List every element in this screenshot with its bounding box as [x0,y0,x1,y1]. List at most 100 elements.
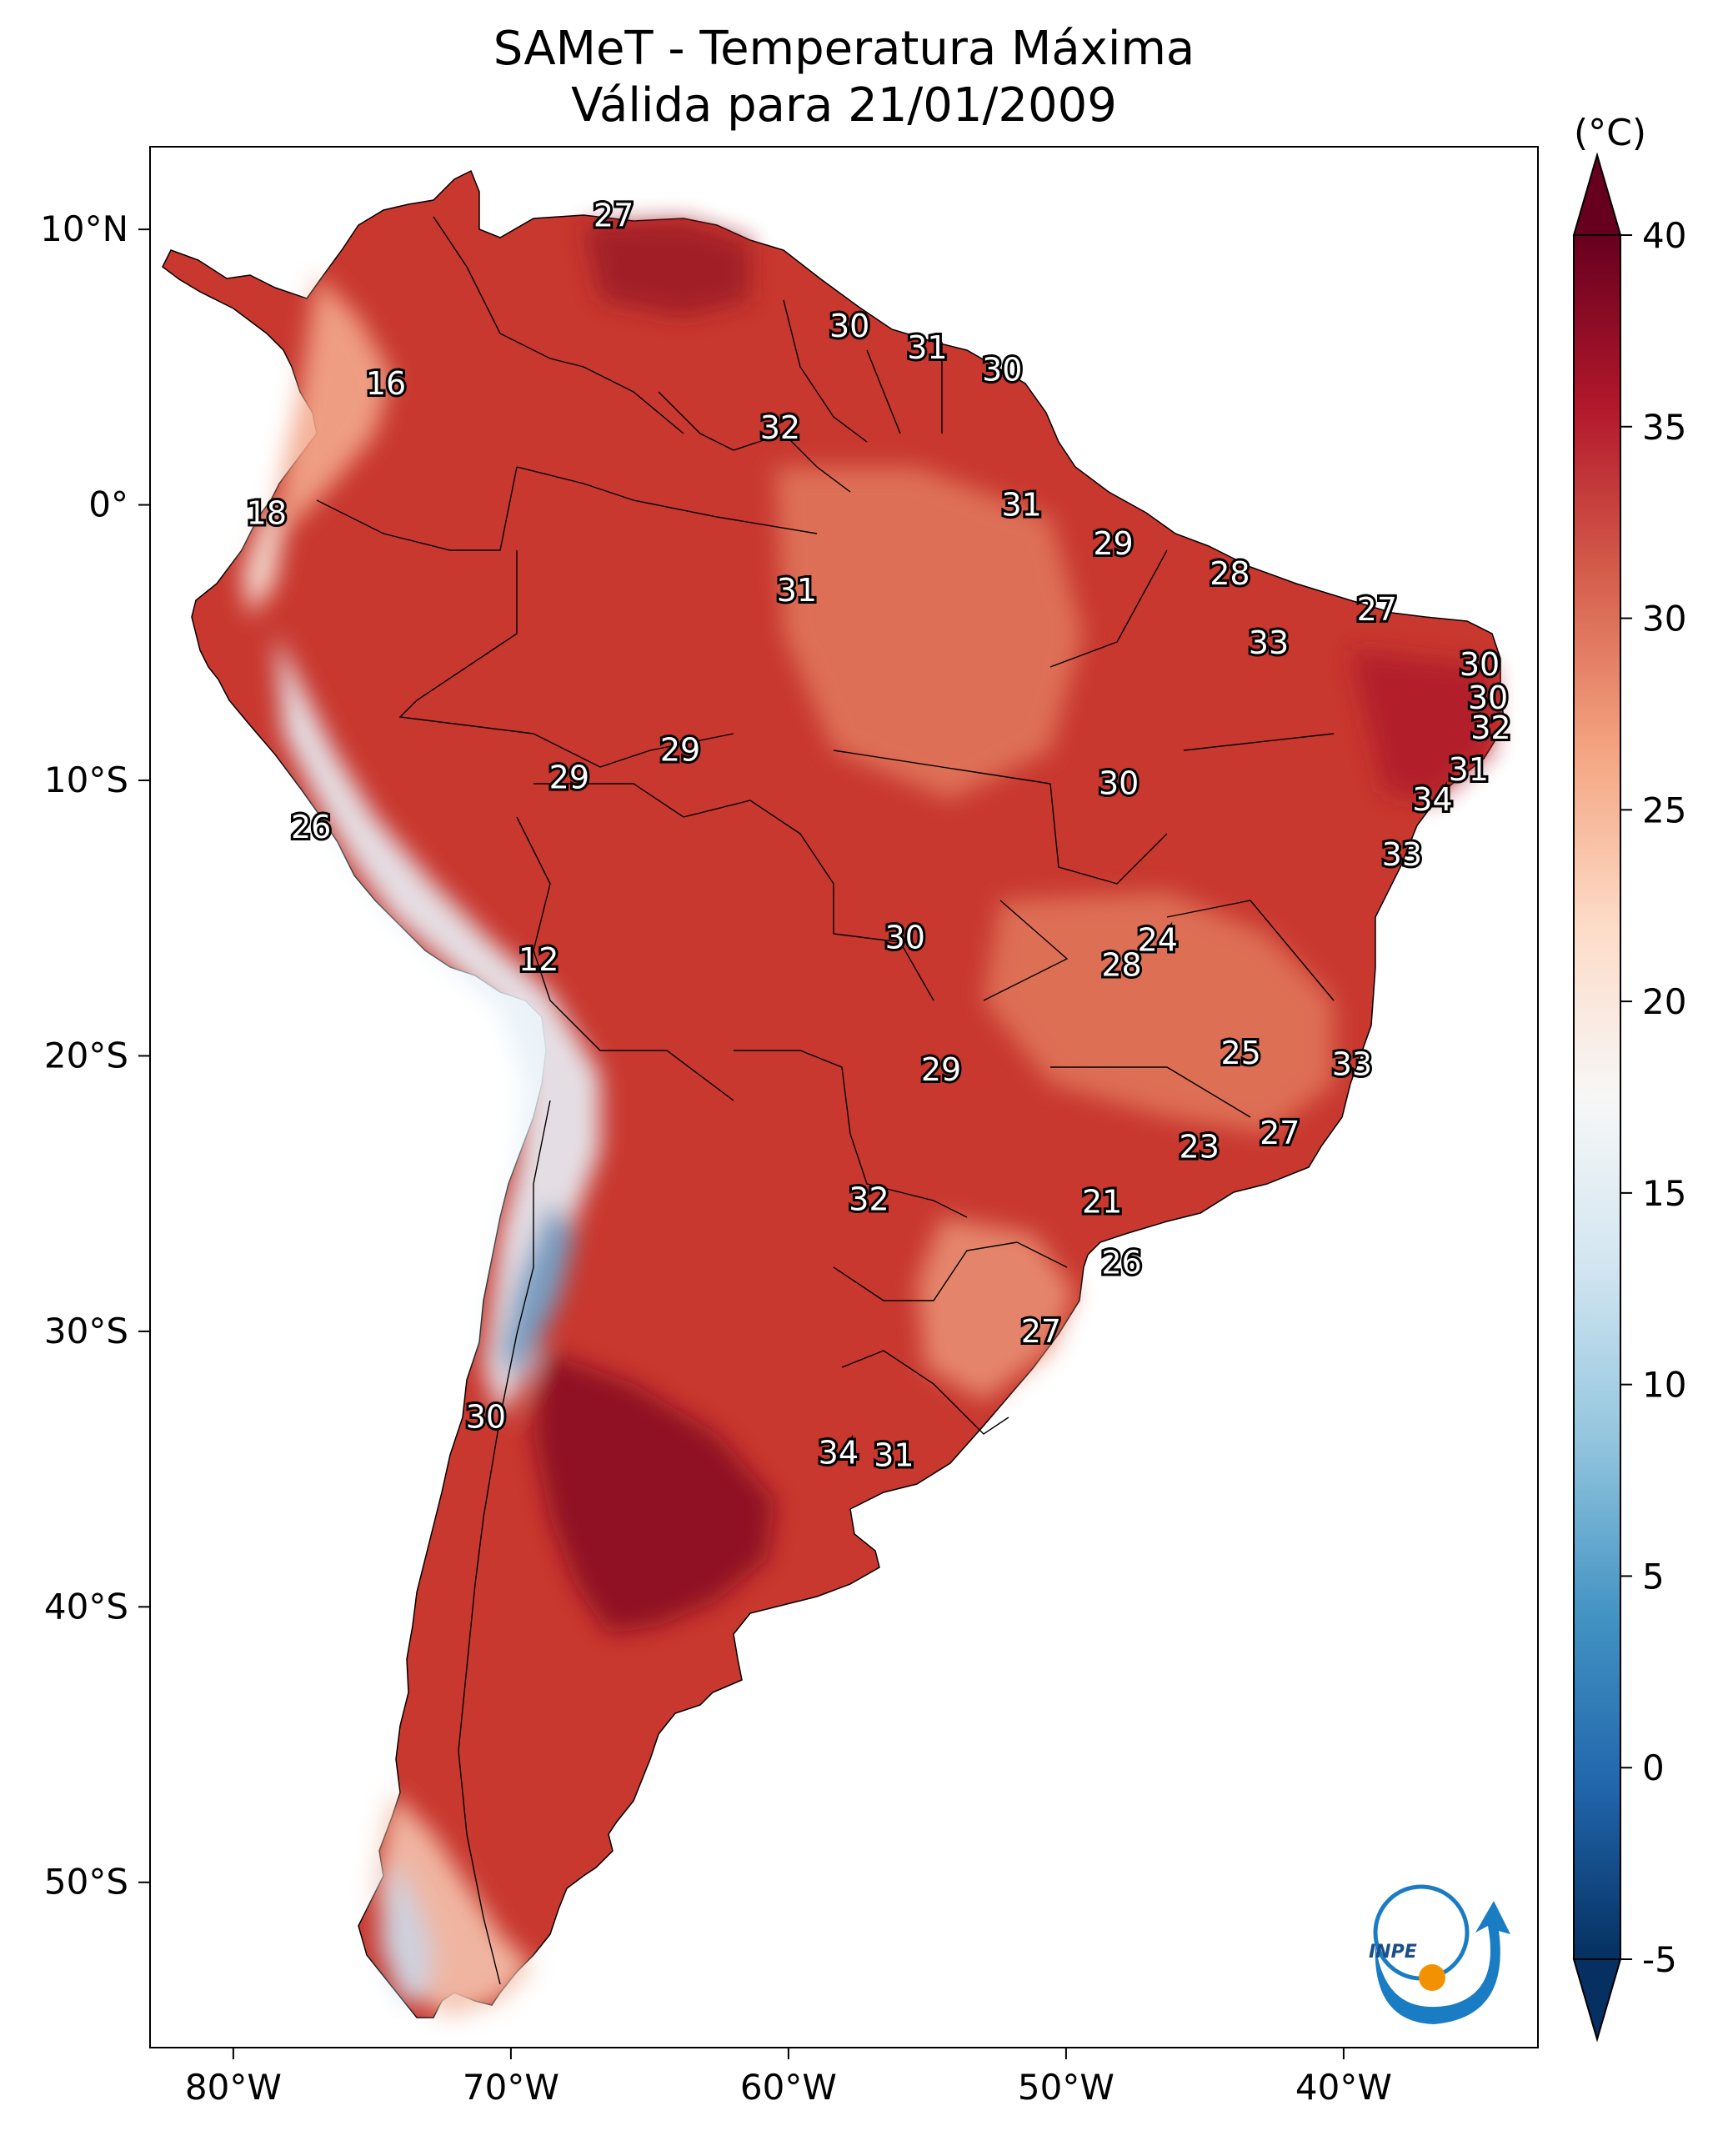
temperature-label: 27 [594,198,634,234]
ecuador-cool-zone [242,500,283,617]
x-tick-label: 40°W [1295,2067,1392,2108]
temperature-label: 31 [907,329,947,366]
colorbar-tick-label: 25 [1642,790,1686,830]
temperature-label: 32 [849,1181,889,1217]
y-tick-label: 30°S [44,1311,128,1351]
border-uruguay [841,1350,1009,1435]
temperature-label: 30 [466,1398,506,1435]
colombia-cool-zone [275,275,392,542]
temperature-shading [242,221,1492,2018]
temperature-label: 31 [874,1437,914,1474]
x-axis-ticks: 80°W 70°W 60°W 50°W 40°W [185,2048,1392,2108]
map-frame [149,146,1539,2048]
border-argentina-brazil [833,1241,1068,1301]
colorbar: 40 35 30 25 20 15 10 5 0 -5 (°C) [1572,112,1686,2043]
temperature-label: 31 [1001,487,1041,524]
figure-title: SAMeT - Temperatura Máxima [493,22,1195,76]
venezuela-hot-zone [584,221,750,317]
andes-cold-zone [275,634,600,1417]
colorbar-tick-label: -5 [1642,1939,1677,1980]
figure-subtitle: Válida para 21/01/2009 [571,78,1117,133]
northeast-hot-zone [1350,650,1492,800]
temperature-label: 16 [366,365,406,402]
southern-brazil-warm-zone [917,1217,1075,1401]
colorbar-tick-label: 5 [1642,1556,1665,1597]
x-tick-label: 50°W [1018,2067,1114,2108]
temperature-label: 12 [518,941,558,978]
y-tick-label: 0° [88,484,128,525]
temperature-label: 30 [982,352,1022,389]
border-guyanas [783,299,943,443]
temperature-label: 30 [885,919,925,955]
colorbar-tick-label: 40 [1642,215,1686,256]
temperature-label: 29 [921,1051,961,1088]
temperature-label: 26 [291,809,331,845]
temperature-label: 29 [660,732,700,769]
colorbar-tick-label: 35 [1642,407,1686,448]
colorbar-tick-label: 10 [1642,1365,1686,1406]
temperature-label: 24 [1138,922,1178,959]
temperature-label: 28 [1101,946,1141,983]
temperature-labels: 2716183031303231312928273330303231343329… [244,195,1514,1477]
x-tick-label: 80°W [185,2067,282,2108]
temperature-label: 26 [1101,1244,1141,1281]
colorbar-tick-label: 15 [1642,1173,1686,1214]
temperature-label: 30 [1099,765,1139,801]
y-tick-label: 10°N [40,208,128,249]
temperature-label: 18 [247,494,287,531]
temperature-label: 27 [1260,1115,1300,1151]
colorbar-lower-arrow [1572,1958,1622,2043]
temperature-label: 34 [1412,781,1452,818]
temperature-label: 28 [1210,555,1250,592]
temperature-label: 21 [1082,1184,1122,1221]
temperature-label: 34 [819,1434,859,1471]
inpe-logo: INPE [1369,1884,1510,2024]
colorbar-tick-label: 20 [1642,981,1686,1022]
colorbar-body [1573,234,1621,1960]
temperature-label: 29 [1093,525,1133,562]
temperature-label: 23 [1180,1128,1220,1165]
border-brazil-states [833,549,1335,1118]
temperature-label: 33 [1382,836,1422,873]
temperature-label: 30 [1460,646,1500,683]
border-peru-brazil [398,550,734,768]
border-venezuela-brazil [658,391,851,493]
border-bolivia-brazil [533,783,934,1001]
map-content [162,169,1505,2018]
andes-blue-zone [500,1201,575,1384]
central-brazil-warm-zone [984,892,1334,1134]
amazon-warm-zone [775,467,1084,800]
patagonia-blue-zone [379,1859,433,2001]
temperature-label: 27 [1357,591,1397,628]
border-colombia-venezuela [433,216,684,434]
logo-orange-dot-icon [1419,1964,1445,1991]
colorbar-tick-label: 0 [1642,1747,1665,1788]
temperature-label: 30 [829,308,869,344]
logo-text: INPE [1369,1942,1417,1963]
border-colombia-peru [316,466,518,551]
temperature-label: 29 [549,760,589,796]
colorbar-unit-label: (°C) [1574,112,1646,154]
argentina-hot-zone [533,1351,775,1634]
x-tick-label: 70°W [463,2067,559,2108]
x-tick-label: 60°W [740,2067,837,2108]
border-bolivia-paraguay [734,1050,968,1218]
temperature-label: 27 [1021,1313,1061,1350]
country-borders [316,216,1335,1985]
colorbar-ticks: 40 35 30 25 20 15 10 5 0 -5 [1620,215,1686,1980]
y-tick-label: 20°S [44,1035,128,1075]
y-tick-label: 50°S [44,1862,128,1903]
continent-south-america [162,169,1505,2018]
logo-swoosh-icon [1375,1901,1510,2024]
border-brazil-north [516,466,818,534]
temperature-label: 30 [1468,679,1508,716]
colorbar-upper-arrow [1572,152,1622,236]
temperature-label: 25 [1221,1035,1261,1071]
border-chile-argentina [458,1100,551,1985]
colorbar-tick-label: 30 [1642,599,1686,639]
y-axis-ticks: 10°N 0° 10°S 20°S 30°S 40°S 50°S [40,208,150,1903]
y-tick-label: 10°S [44,760,128,800]
temperature-label: 31 [1449,751,1489,788]
